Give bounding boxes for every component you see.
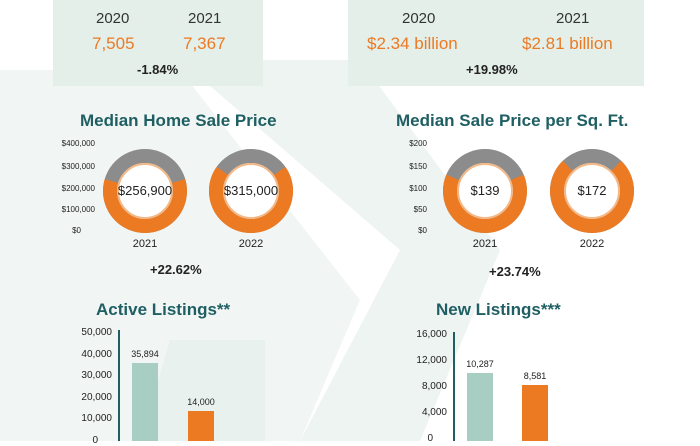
y-tick: $200 bbox=[409, 139, 427, 148]
stat-panel-right bbox=[348, 0, 644, 86]
donut-chart-2022 bbox=[209, 149, 293, 233]
donut-fill-arc bbox=[103, 179, 187, 233]
stat-panel-left bbox=[53, 0, 263, 86]
y-tick: 16,000 bbox=[416, 329, 447, 340]
year-label: 2021 bbox=[132, 238, 158, 250]
y-tick: $300,000 bbox=[61, 162, 95, 171]
stat-value: $2.34 billion bbox=[367, 34, 458, 53]
y-tick: 40,000 bbox=[81, 349, 112, 360]
stat-value: 7,505 bbox=[92, 34, 135, 53]
donut-value-label: $256,900 bbox=[117, 183, 173, 198]
bar-active-listings-second bbox=[188, 410, 214, 441]
donut-value-label: $139 bbox=[470, 183, 500, 198]
donut-fill-arc bbox=[443, 174, 527, 233]
donut-value-label: $172 bbox=[577, 183, 607, 198]
y-tick: 20,000 bbox=[81, 392, 112, 403]
donut-chart-2022 bbox=[550, 149, 634, 233]
donut-center bbox=[564, 163, 620, 219]
year-label: 2021 bbox=[188, 10, 222, 27]
bar-value-label: 14,000 bbox=[187, 396, 215, 407]
bar-active-listings-first bbox=[132, 363, 158, 441]
year-label: 2020 bbox=[402, 10, 436, 27]
y-tick: $50 bbox=[413, 205, 427, 214]
chart-title: New Listings*** bbox=[436, 300, 561, 319]
chart-title: Active Listings** bbox=[96, 300, 231, 319]
donut-center bbox=[223, 163, 279, 219]
chart-title: Median Home Sale Price bbox=[80, 111, 277, 130]
donut-center bbox=[457, 163, 513, 219]
donut-fill-arc bbox=[550, 160, 634, 233]
y-tick: $100 bbox=[409, 184, 427, 193]
bar-value-label: 10,287 bbox=[466, 359, 494, 370]
y-tick: $400,000 bbox=[61, 139, 95, 148]
stat-value: $2.81 billion bbox=[522, 34, 613, 53]
y-tick: $0 bbox=[418, 226, 427, 235]
change-label: -1.84% bbox=[137, 62, 179, 77]
change-label: +19.98% bbox=[466, 62, 518, 77]
y-tick: $150 bbox=[409, 162, 427, 171]
year-label: 2021 bbox=[472, 238, 498, 250]
y-axis-line bbox=[453, 332, 455, 441]
change-label: +22.62% bbox=[150, 262, 202, 277]
y-tick: 0 bbox=[427, 433, 433, 444]
y-tick: 10,000 bbox=[81, 413, 112, 424]
y-tick: 50,000 bbox=[81, 327, 112, 338]
bar-value-label: 8,581 bbox=[523, 370, 547, 381]
chart-title: Median Sale Price per Sq. Ft. bbox=[396, 111, 629, 130]
donut-center bbox=[117, 163, 173, 219]
year-label: 2022 bbox=[579, 238, 605, 250]
y-tick: $0 bbox=[72, 226, 81, 235]
year-label: 2020 bbox=[96, 10, 130, 27]
bar-new-listings-second bbox=[522, 384, 548, 441]
change-label: +23.74% bbox=[489, 264, 541, 279]
donut-chart-2021 bbox=[103, 149, 187, 233]
donut-value-label: $315,000 bbox=[223, 183, 279, 198]
y-tick: 30,000 bbox=[81, 370, 112, 381]
y-tick: 8,000 bbox=[421, 381, 447, 392]
y-tick: 12,000 bbox=[416, 355, 447, 366]
year-label: 2022 bbox=[238, 238, 264, 250]
donut-chart-2021 bbox=[443, 149, 527, 233]
bar-value-label: 35,894 bbox=[131, 349, 159, 360]
donut-fill-arc bbox=[209, 166, 293, 233]
y-tick: $100,000 bbox=[61, 205, 95, 214]
y-tick: $200,000 bbox=[61, 184, 95, 193]
year-label: 2021 bbox=[556, 10, 590, 27]
stat-value: 7,367 bbox=[183, 34, 226, 53]
y-axis-line bbox=[118, 330, 120, 441]
y-tick: 4,000 bbox=[421, 407, 447, 418]
bar-new-listings-first bbox=[467, 373, 493, 441]
